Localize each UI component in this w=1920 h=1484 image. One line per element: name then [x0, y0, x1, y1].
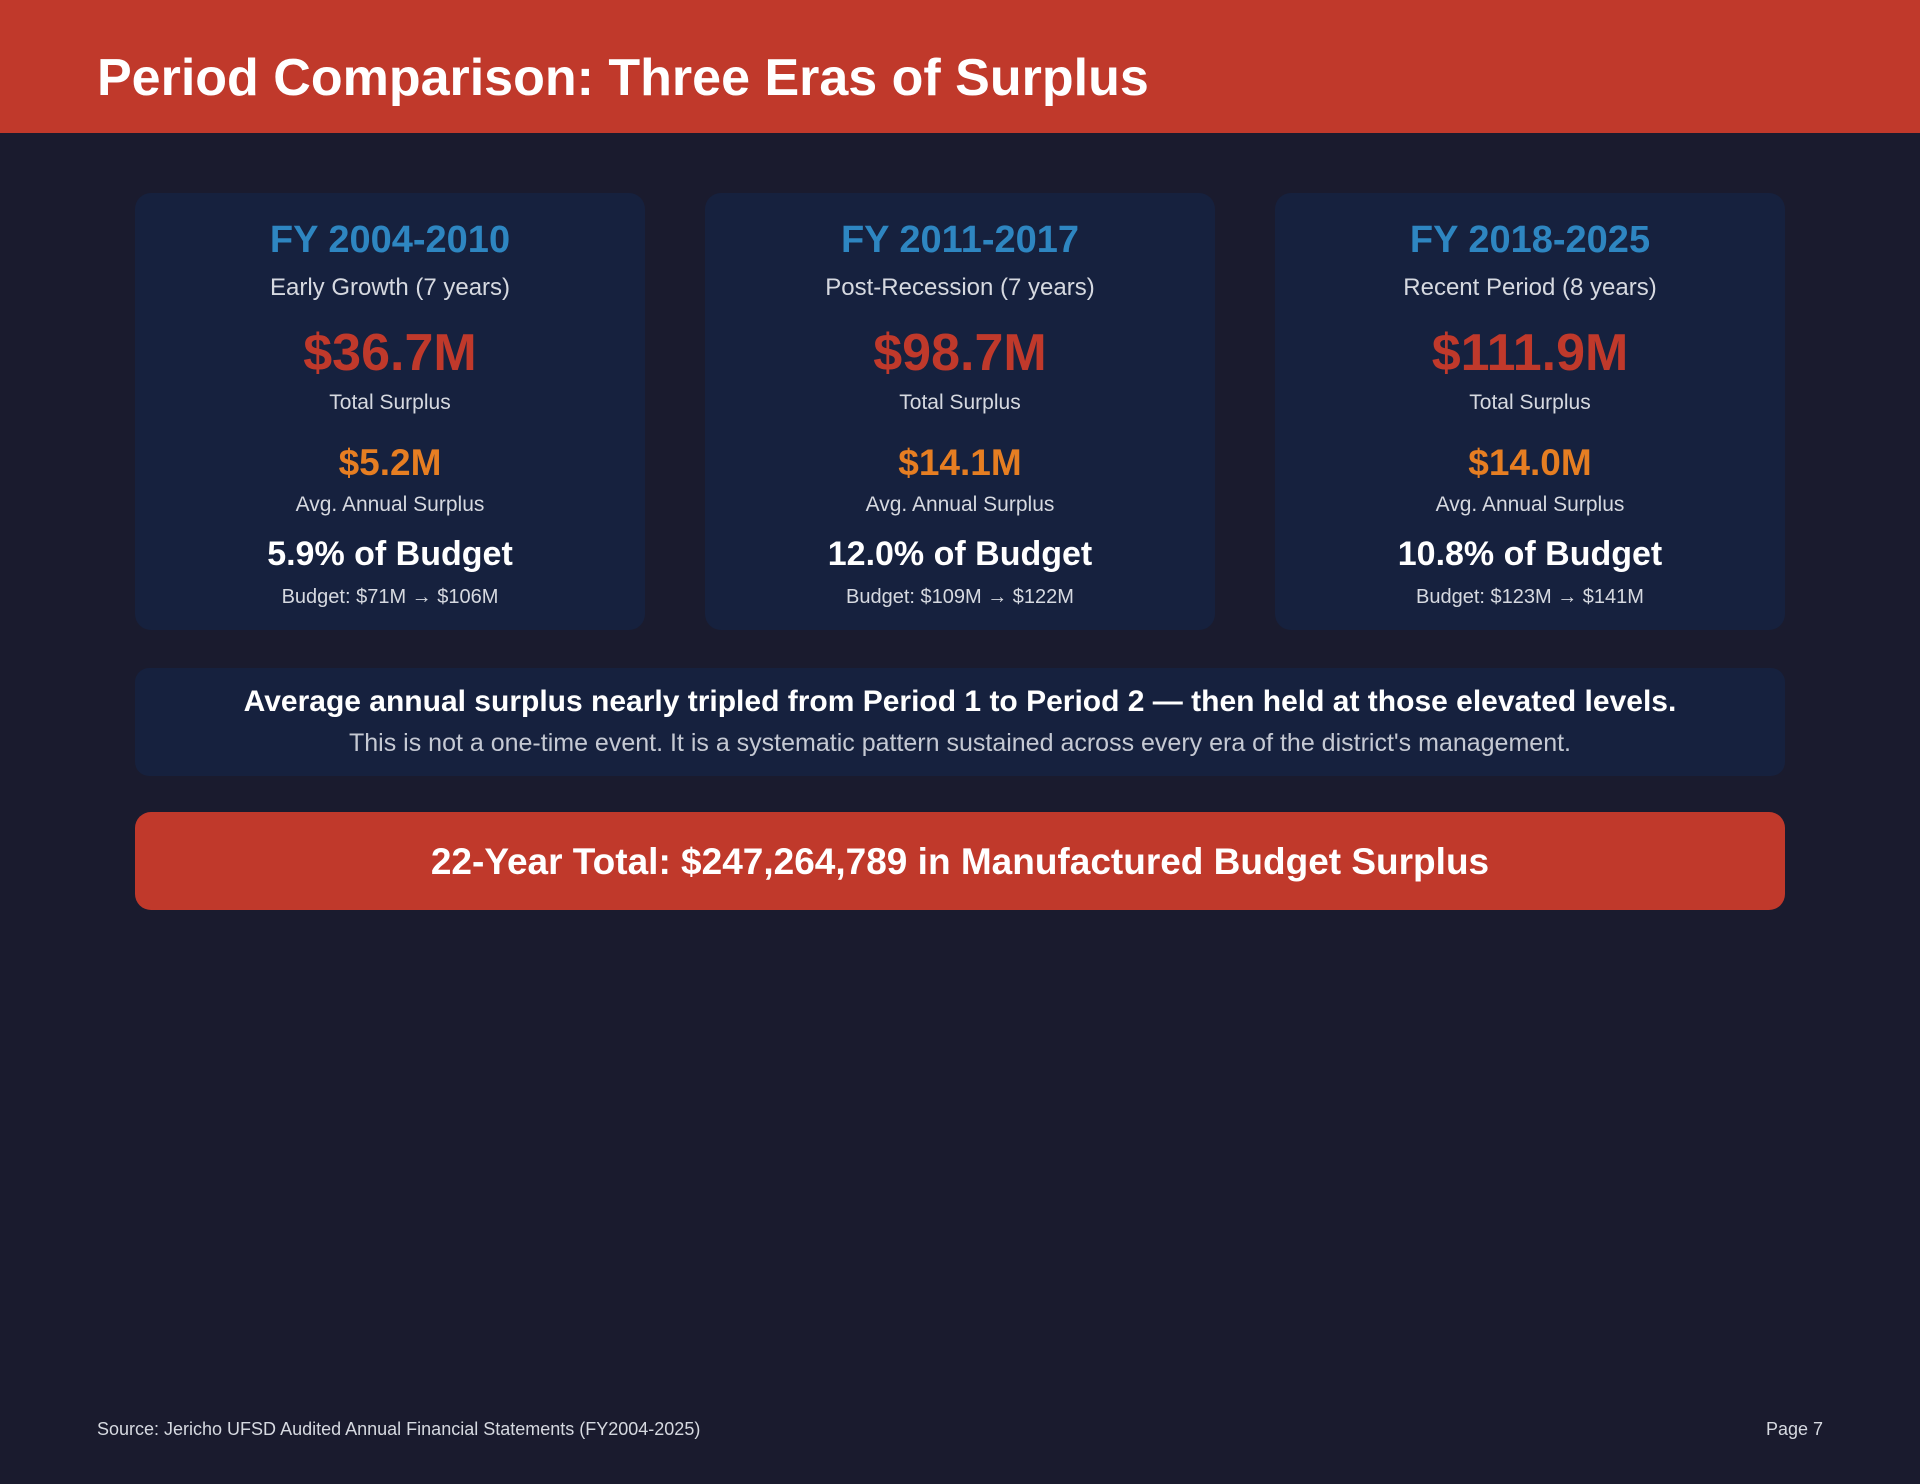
budget-range: Budget: $123M → $141M — [1416, 586, 1644, 608]
header-bar: Period Comparison: Three Eras of Surplus — [0, 0, 1920, 133]
avg-surplus-value: $14.0M — [1468, 442, 1592, 483]
avg-surplus-value: $5.2M — [338, 442, 442, 483]
avg-surplus-label: Avg. Annual Surplus — [865, 493, 1055, 516]
period-card-2018-2025: FY 2018-2025 Recent Period (8 years) $11… — [1275, 193, 1785, 630]
budget-range: Budget: $71M → $106M — [281, 586, 499, 608]
period-title: FY 2011-2017 — [840, 219, 1080, 261]
period-era: Recent Period (8 years) — [1403, 274, 1657, 301]
page-title: Period Comparison: Three Eras of Surplus — [97, 49, 1149, 107]
insight-subtext: This is not a one-time event. It is a sy… — [349, 729, 1571, 757]
budget-percent: 5.9% of Budget — [267, 535, 513, 573]
period-card-2011-2017: FY 2011-2017 Post-Recession (7 years) $9… — [705, 193, 1215, 630]
avg-surplus-label: Avg. Annual Surplus — [295, 493, 485, 516]
total-surplus-value: $111.9M — [1431, 324, 1629, 382]
budget-percent: 12.0% of Budget — [827, 535, 1093, 573]
total-banner: 22-Year Total: $247,264,789 in Manufactu… — [135, 812, 1785, 910]
insight-box: Average annual surplus nearly tripled fr… — [135, 668, 1785, 776]
period-era: Early Growth (7 years) — [269, 274, 511, 301]
period-cards: FY 2004-2010 Early Growth (7 years) $36.… — [135, 193, 1785, 630]
insight-headline: Average annual surplus nearly tripled fr… — [243, 685, 1677, 718]
avg-surplus-label: Avg. Annual Surplus — [1435, 493, 1625, 516]
budget-percent: 10.8% of Budget — [1397, 535, 1663, 573]
period-era: Post-Recession (7 years) — [825, 274, 1095, 301]
page-number: Page 7 — [1765, 1419, 1823, 1439]
total-surplus-label: Total Surplus — [1469, 391, 1591, 414]
budget-range: Budget: $109M → $122M — [846, 586, 1074, 608]
period-title: FY 2018-2025 — [1409, 219, 1651, 261]
avg-surplus-value: $14.1M — [898, 442, 1022, 483]
period-title: FY 2004-2010 — [269, 219, 511, 261]
total-banner-text: 22-Year Total: $247,264,789 in Manufactu… — [430, 841, 1490, 882]
period-card-2004-2010: FY 2004-2010 Early Growth (7 years) $36.… — [135, 193, 645, 630]
total-surplus-value: $36.7M — [303, 324, 477, 382]
total-surplus-label: Total Surplus — [329, 391, 451, 414]
total-surplus-value: $98.7M — [873, 324, 1047, 382]
total-surplus-label: Total Surplus — [899, 391, 1021, 414]
footer-source: Source: Jericho UFSD Audited Annual Fina… — [97, 1419, 701, 1439]
